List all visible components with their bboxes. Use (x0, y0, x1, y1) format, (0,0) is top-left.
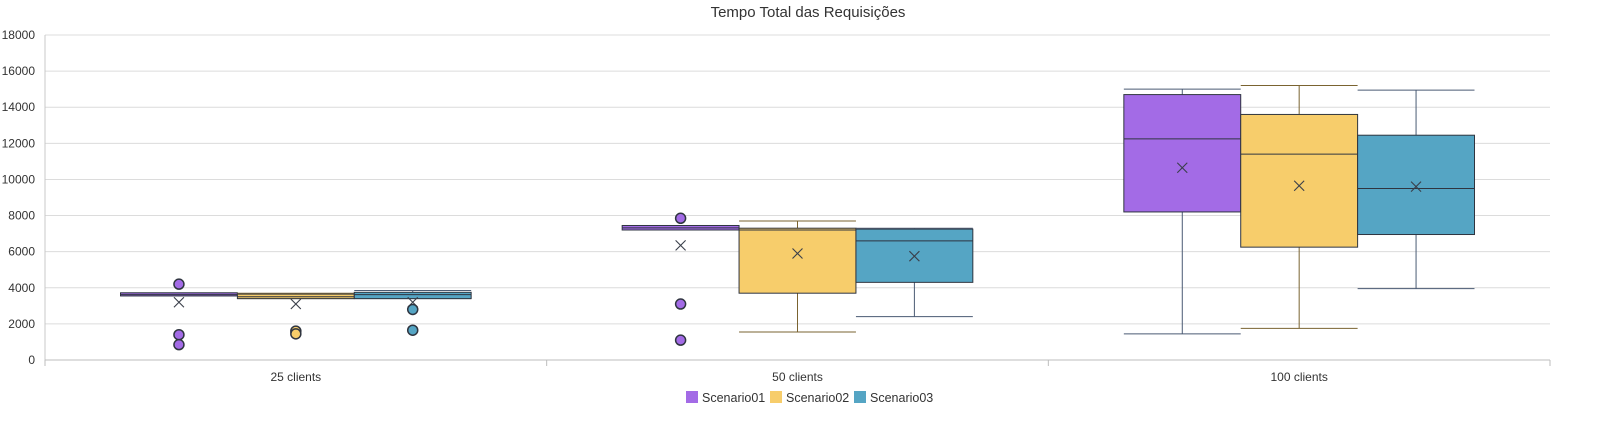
y-tick-label: 14000 (2, 100, 36, 114)
mean-marker (1176, 162, 1188, 174)
legend: Scenario01 Scenario02 Scenario03 (686, 391, 933, 405)
mean-marker (290, 298, 302, 310)
chart-title: Tempo Total das Requisições (711, 4, 906, 21)
mean-marker (1293, 180, 1305, 192)
box-Scenario02 (738, 227, 857, 294)
y-tick-label: 18000 (2, 28, 36, 42)
series-Scenario02 (236, 85, 1359, 340)
box-Scenario01 (1123, 94, 1242, 213)
y-tick-label: 2000 (8, 317, 35, 331)
mean-marker (792, 248, 803, 259)
box-Scenario03 (353, 291, 472, 300)
y-tick-label: 8000 (8, 209, 35, 223)
legend-swatch-Scenario02 (770, 391, 782, 403)
outlier-point (406, 303, 419, 316)
outlier-point (173, 278, 185, 290)
x-tick-label: 100 clients (1270, 370, 1327, 384)
mean-marker (173, 296, 185, 308)
legend-label: Scenario03 (870, 391, 933, 405)
outlier-point (173, 338, 185, 351)
legend-swatch-Scenario01 (686, 391, 698, 403)
x-tick-label: 50 clients (772, 370, 823, 384)
box-Scenario02 (1240, 113, 1359, 248)
outlier-point (674, 212, 687, 225)
outlier-point (290, 328, 302, 340)
series-Scenario03 (353, 89, 1475, 336)
y-tick-label: 6000 (8, 245, 35, 259)
y-tick-label: 4000 (8, 281, 35, 295)
mean-marker (675, 239, 687, 251)
legend-swatch-Scenario03 (854, 391, 866, 403)
outlier-point (674, 334, 687, 346)
mean-marker (908, 250, 920, 262)
axes: 0 2000 4000 6000 8000 10000 12000 14000 16000 180… (2, 28, 1551, 384)
outlier-point (173, 328, 185, 341)
mean-marker (1410, 181, 1422, 193)
y-tick-label: 16000 (2, 64, 36, 78)
legend-label: Scenario01 (702, 391, 765, 405)
y-tick-label: 10000 (2, 172, 36, 186)
y-tick-label: 12000 (2, 136, 36, 150)
outlier-point (406, 324, 419, 336)
y-tick-label: 0 (28, 353, 35, 367)
legend-label: Scenario02 (786, 391, 849, 405)
outlier-point (674, 298, 687, 310)
plot-area (120, 85, 1475, 351)
gridlines (45, 34, 1550, 361)
series-Scenario01 (120, 88, 1242, 351)
x-tick-label: 25 clients (270, 370, 321, 384)
box-Scenario03 (1357, 134, 1475, 236)
